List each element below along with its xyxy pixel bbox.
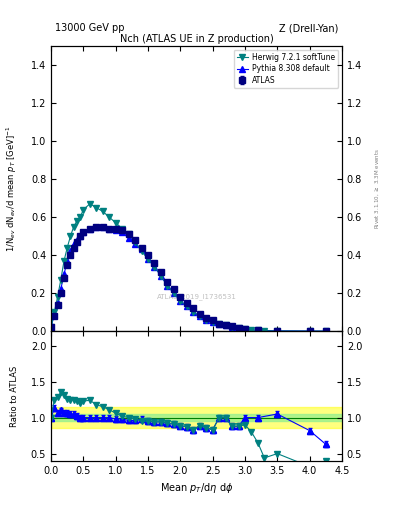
- Herwig 7.2.1 softTune: [139, 248, 144, 254]
- Herwig 7.2.1 softTune: [101, 208, 105, 215]
- Herwig 7.2.1 softTune: [120, 225, 125, 231]
- Pythia 8.308 default: [81, 229, 86, 236]
- Herwig 7.2.1 softTune: [262, 328, 267, 334]
- Herwig 7.2.1 softTune: [204, 317, 209, 323]
- Y-axis label: 1/N$_{ev}$ dN$_{ev}$/d mean $p_T$ [GeV]$^{-1}$: 1/N$_{ev}$ dN$_{ev}$/d mean $p_T$ [GeV]$…: [5, 125, 19, 252]
- Herwig 7.2.1 softTune: [68, 233, 73, 239]
- Pythia 8.308 default: [242, 326, 247, 332]
- Line: Herwig 7.2.1 softTune: Herwig 7.2.1 softTune: [48, 201, 329, 334]
- Herwig 7.2.1 softTune: [255, 327, 260, 333]
- Pythia 8.308 default: [230, 324, 234, 330]
- Herwig 7.2.1 softTune: [171, 290, 176, 296]
- Pythia 8.308 default: [107, 225, 112, 231]
- Pythia 8.308 default: [152, 264, 157, 270]
- Pythia 8.308 default: [159, 273, 163, 279]
- Herwig 7.2.1 softTune: [126, 231, 131, 238]
- Pythia 8.308 default: [217, 321, 222, 327]
- Pythia 8.308 default: [55, 300, 60, 306]
- Herwig 7.2.1 softTune: [81, 206, 86, 212]
- Herwig 7.2.1 softTune: [184, 304, 189, 310]
- Herwig 7.2.1 softTune: [55, 294, 60, 300]
- Legend: Herwig 7.2.1 softTune, Pythia 8.308 default, ATLAS: Herwig 7.2.1 softTune, Pythia 8.308 defa…: [233, 50, 338, 88]
- Herwig 7.2.1 softTune: [217, 321, 222, 327]
- Pythia 8.308 default: [171, 290, 176, 296]
- Pythia 8.308 default: [68, 248, 73, 254]
- Pythia 8.308 default: [65, 258, 70, 264]
- Pythia 8.308 default: [88, 225, 92, 231]
- Herwig 7.2.1 softTune: [223, 323, 228, 329]
- Herwig 7.2.1 softTune: [275, 328, 280, 334]
- X-axis label: Mean $p_T$/d$\eta$ d$\phi$: Mean $p_T$/d$\eta$ d$\phi$: [160, 481, 233, 495]
- Y-axis label: Ratio to ATLAS: Ratio to ATLAS: [10, 366, 19, 426]
- Herwig 7.2.1 softTune: [249, 327, 254, 333]
- Pythia 8.308 default: [101, 224, 105, 230]
- Pythia 8.308 default: [120, 229, 125, 236]
- Text: ATLAS_2019_I1736531: ATLAS_2019_I1736531: [156, 293, 237, 301]
- Pythia 8.308 default: [94, 224, 99, 230]
- Pythia 8.308 default: [75, 237, 79, 243]
- Pythia 8.308 default: [184, 304, 189, 310]
- Pythia 8.308 default: [113, 227, 118, 233]
- Herwig 7.2.1 softTune: [191, 309, 196, 315]
- Pythia 8.308 default: [236, 325, 241, 331]
- Herwig 7.2.1 softTune: [165, 283, 170, 289]
- Herwig 7.2.1 softTune: [113, 220, 118, 226]
- Pythia 8.308 default: [275, 328, 280, 334]
- Pythia 8.308 default: [197, 313, 202, 319]
- Pythia 8.308 default: [62, 271, 66, 278]
- Herwig 7.2.1 softTune: [146, 256, 151, 262]
- Herwig 7.2.1 softTune: [107, 214, 112, 220]
- Pythia 8.308 default: [307, 328, 312, 334]
- Herwig 7.2.1 softTune: [78, 214, 83, 220]
- Herwig 7.2.1 softTune: [94, 205, 99, 211]
- Herwig 7.2.1 softTune: [197, 313, 202, 319]
- Text: Rivet 3.1.10, $\geq$ 3.3M events: Rivet 3.1.10, $\geq$ 3.3M events: [373, 148, 380, 229]
- Herwig 7.2.1 softTune: [242, 327, 247, 333]
- Herwig 7.2.1 softTune: [236, 325, 241, 331]
- Pythia 8.308 default: [126, 235, 131, 241]
- Herwig 7.2.1 softTune: [230, 324, 234, 330]
- Pythia 8.308 default: [323, 328, 328, 334]
- Herwig 7.2.1 softTune: [72, 224, 76, 230]
- Herwig 7.2.1 softTune: [210, 318, 215, 325]
- Text: Z (Drell-Yan): Z (Drell-Yan): [279, 23, 338, 33]
- Pythia 8.308 default: [139, 246, 144, 252]
- Pythia 8.308 default: [223, 323, 228, 329]
- Herwig 7.2.1 softTune: [152, 264, 157, 270]
- Pythia 8.308 default: [178, 297, 183, 304]
- Line: Pythia 8.308 default: Pythia 8.308 default: [48, 224, 329, 334]
- Pythia 8.308 default: [59, 286, 63, 292]
- Title: Nch (ATLAS UE in Z production): Nch (ATLAS UE in Z production): [119, 34, 274, 44]
- Pythia 8.308 default: [210, 318, 215, 325]
- Herwig 7.2.1 softTune: [65, 245, 70, 251]
- Herwig 7.2.1 softTune: [323, 328, 328, 334]
- Herwig 7.2.1 softTune: [307, 328, 312, 334]
- Pythia 8.308 default: [255, 327, 260, 333]
- Pythia 8.308 default: [133, 241, 138, 247]
- Pythia 8.308 default: [204, 317, 209, 323]
- Herwig 7.2.1 softTune: [133, 239, 138, 245]
- Pythia 8.308 default: [165, 283, 170, 289]
- Pythia 8.308 default: [78, 233, 83, 239]
- Herwig 7.2.1 softTune: [59, 277, 63, 283]
- Pythia 8.308 default: [146, 256, 151, 262]
- Herwig 7.2.1 softTune: [178, 297, 183, 304]
- Herwig 7.2.1 softTune: [88, 201, 92, 207]
- Text: 13000 GeV pp: 13000 GeV pp: [55, 23, 125, 33]
- Herwig 7.2.1 softTune: [49, 324, 53, 330]
- Pythia 8.308 default: [72, 241, 76, 247]
- Pythia 8.308 default: [52, 311, 57, 317]
- Herwig 7.2.1 softTune: [75, 218, 79, 224]
- Herwig 7.2.1 softTune: [159, 273, 163, 279]
- Herwig 7.2.1 softTune: [62, 258, 66, 264]
- Herwig 7.2.1 softTune: [52, 309, 57, 315]
- Pythia 8.308 default: [49, 324, 53, 330]
- Pythia 8.308 default: [191, 309, 196, 315]
